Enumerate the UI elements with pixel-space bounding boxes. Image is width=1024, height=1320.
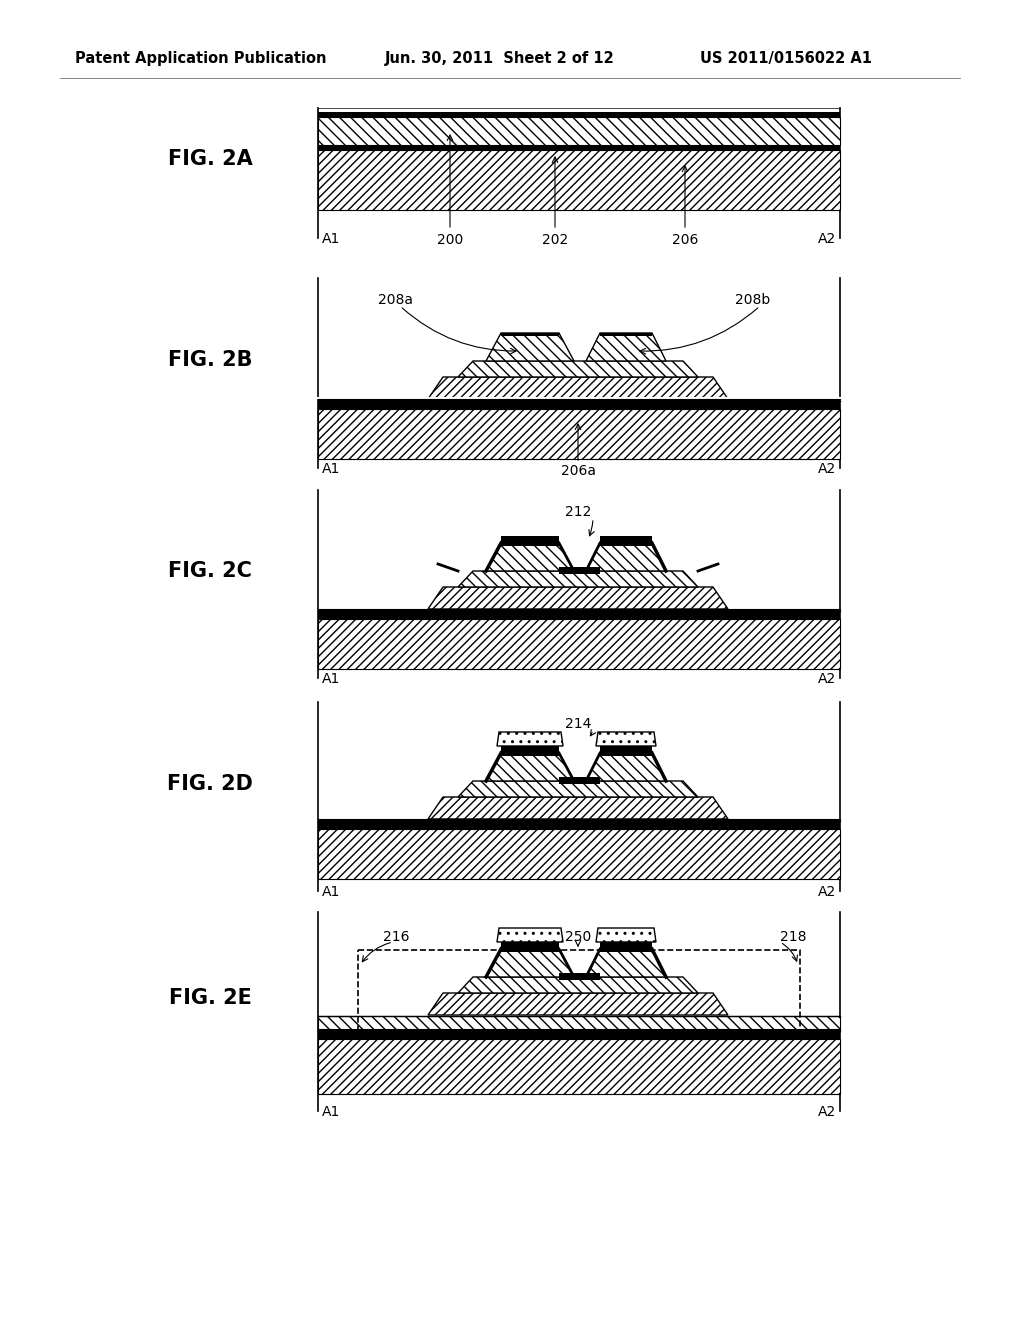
Text: FIG. 2D: FIG. 2D bbox=[167, 774, 253, 793]
Bar bbox=[318, 1030, 840, 1036]
Polygon shape bbox=[486, 752, 574, 781]
Bar bbox=[600, 746, 652, 752]
Bar bbox=[559, 566, 600, 574]
Text: FIG. 2A: FIG. 2A bbox=[168, 149, 252, 169]
Bar bbox=[559, 776, 600, 784]
Bar bbox=[501, 543, 559, 546]
Bar bbox=[318, 1016, 840, 1030]
Text: Jun. 30, 2011  Sheet 2 of 12: Jun. 30, 2011 Sheet 2 of 12 bbox=[385, 50, 614, 66]
Polygon shape bbox=[428, 993, 728, 1015]
Text: FIG. 2C: FIG. 2C bbox=[168, 561, 252, 581]
Text: FIG. 2E: FIG. 2E bbox=[169, 989, 252, 1008]
Text: 206: 206 bbox=[672, 234, 698, 247]
Bar bbox=[318, 820, 840, 826]
Bar bbox=[600, 543, 652, 546]
Polygon shape bbox=[596, 928, 656, 942]
Bar bbox=[318, 829, 840, 879]
Bar bbox=[559, 973, 600, 979]
Text: 202: 202 bbox=[542, 234, 568, 247]
Polygon shape bbox=[586, 333, 666, 360]
Bar bbox=[501, 746, 559, 752]
Text: A1: A1 bbox=[322, 232, 340, 246]
Text: A2: A2 bbox=[818, 884, 836, 899]
Polygon shape bbox=[586, 752, 666, 781]
Bar bbox=[318, 409, 840, 459]
Bar bbox=[318, 117, 840, 145]
Text: A2: A2 bbox=[818, 232, 836, 246]
Polygon shape bbox=[586, 949, 666, 977]
Polygon shape bbox=[458, 360, 698, 378]
Text: 214: 214 bbox=[565, 717, 591, 731]
Text: 208b: 208b bbox=[735, 293, 770, 308]
Text: 208a: 208a bbox=[378, 293, 413, 308]
Bar bbox=[318, 610, 840, 616]
Text: A1: A1 bbox=[322, 462, 340, 477]
Polygon shape bbox=[428, 587, 728, 609]
Bar bbox=[501, 949, 559, 952]
Text: A2: A2 bbox=[818, 1105, 836, 1119]
Bar bbox=[318, 407, 840, 409]
Text: FIG. 2B: FIG. 2B bbox=[168, 350, 252, 370]
Bar bbox=[318, 619, 840, 669]
Polygon shape bbox=[486, 949, 574, 977]
Polygon shape bbox=[428, 797, 728, 818]
Text: A2: A2 bbox=[818, 462, 836, 477]
Text: A1: A1 bbox=[322, 884, 340, 899]
Text: A2: A2 bbox=[818, 672, 836, 686]
Bar bbox=[318, 1039, 840, 1094]
Polygon shape bbox=[497, 928, 563, 942]
Bar bbox=[600, 536, 652, 543]
Bar bbox=[600, 333, 652, 337]
Bar bbox=[600, 942, 652, 949]
Text: US 2011/0156022 A1: US 2011/0156022 A1 bbox=[700, 50, 872, 66]
Polygon shape bbox=[586, 543, 666, 572]
Polygon shape bbox=[486, 333, 574, 360]
Polygon shape bbox=[428, 378, 728, 399]
Text: A1: A1 bbox=[322, 1105, 340, 1119]
Bar bbox=[318, 616, 840, 619]
Text: A1: A1 bbox=[322, 672, 340, 686]
Bar bbox=[501, 333, 559, 337]
Text: 212: 212 bbox=[565, 506, 591, 519]
Text: 218: 218 bbox=[780, 931, 807, 944]
Bar bbox=[318, 1036, 840, 1039]
Text: 206a: 206a bbox=[560, 465, 596, 478]
Bar bbox=[501, 536, 559, 543]
Text: Patent Application Publication: Patent Application Publication bbox=[75, 50, 327, 66]
Bar bbox=[318, 145, 840, 150]
Bar bbox=[318, 112, 840, 117]
Bar bbox=[318, 826, 840, 829]
Polygon shape bbox=[458, 977, 698, 993]
Polygon shape bbox=[596, 733, 656, 746]
Text: 250: 250 bbox=[565, 931, 591, 944]
Text: 200: 200 bbox=[437, 234, 463, 247]
Text: 216: 216 bbox=[383, 931, 410, 944]
Bar bbox=[501, 752, 559, 756]
Bar bbox=[600, 752, 652, 756]
Polygon shape bbox=[486, 543, 574, 572]
Bar bbox=[318, 150, 840, 210]
Bar bbox=[501, 942, 559, 949]
Bar bbox=[318, 400, 840, 407]
Polygon shape bbox=[497, 733, 563, 746]
Bar bbox=[600, 949, 652, 952]
Polygon shape bbox=[458, 572, 698, 587]
Polygon shape bbox=[458, 781, 698, 797]
